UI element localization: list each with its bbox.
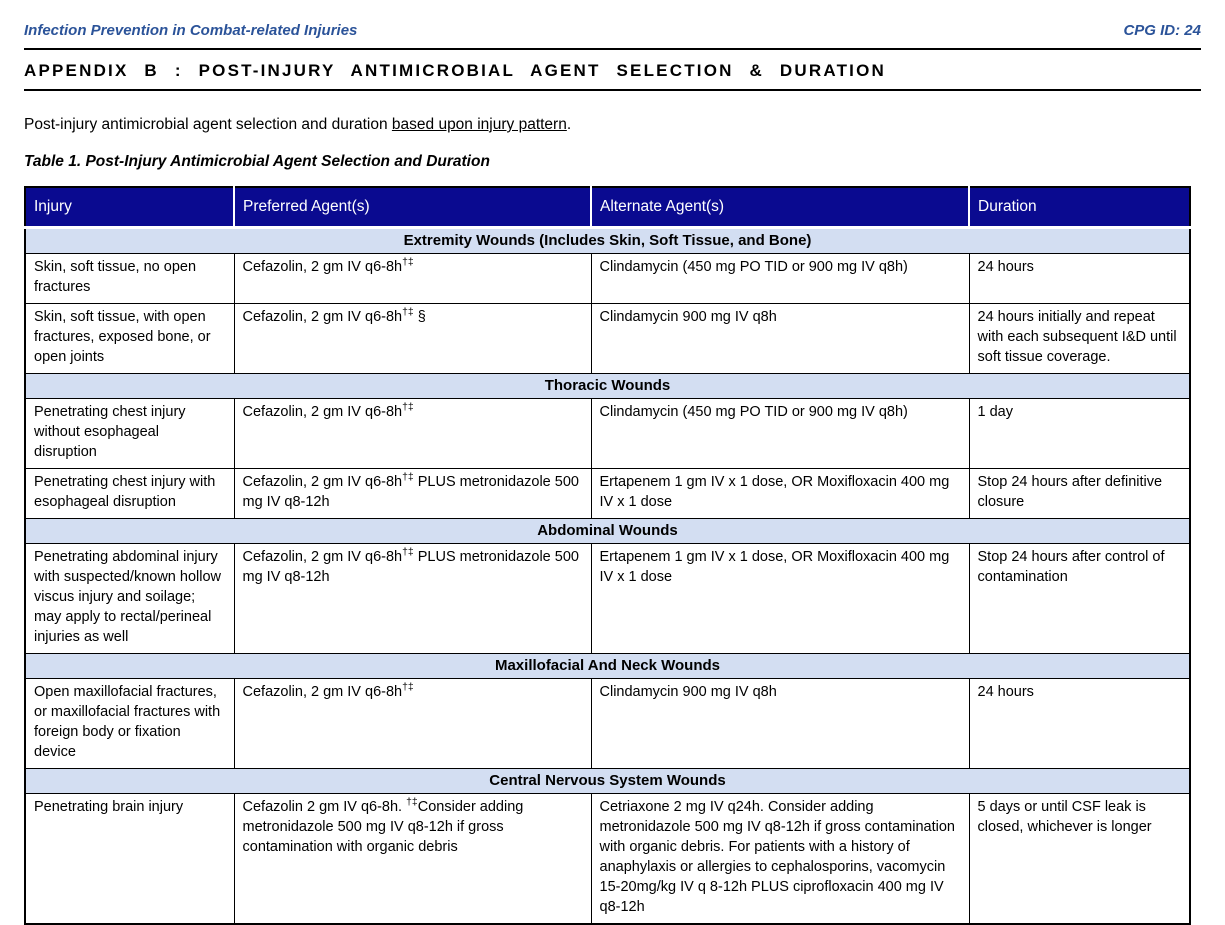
appendix-title: APPENDIX B : POST-INJURY ANTIMICROBIAL A… bbox=[24, 61, 886, 80]
running-title: Infection Prevention in Combat-related I… bbox=[24, 22, 358, 39]
cell-alternate-agents: Ertapenem 1 gm IV x 1 dose, OR Moxifloxa… bbox=[590, 468, 970, 519]
intro-text: Post-injury antimicrobial agent selectio… bbox=[24, 116, 572, 133]
section-title: Abdominal Wounds bbox=[24, 518, 1191, 544]
page-header: Infection Prevention in Combat-related I… bbox=[24, 0, 1201, 39]
cell-alternate-agents: Cetriaxone 2 mg IV q24h. Consider adding… bbox=[590, 793, 970, 925]
cell-duration: Stop 24 hours after definitive closure bbox=[968, 468, 1191, 519]
section-header-row: Central Nervous System Wounds bbox=[24, 768, 1191, 794]
cell-injury: Skin, soft tissue, with open fractures, … bbox=[24, 303, 235, 374]
cell-alternate-agents: Clindamycin (450 mg PO TID or 900 mg IV … bbox=[590, 253, 970, 304]
cell-preferred-agents: Cefazolin, 2 gm IV q6-8h†‡ PLUS metronid… bbox=[233, 543, 592, 654]
column-header-duration: Duration bbox=[968, 186, 1191, 229]
cell-duration: 5 days or until CSF leak is closed, whic… bbox=[968, 793, 1191, 925]
cell-duration: 1 day bbox=[968, 398, 1191, 469]
section-title: Thoracic Wounds bbox=[24, 373, 1191, 399]
cell-preferred-agents: Cefazolin 2 gm IV q6-8h. †‡Consider addi… bbox=[233, 793, 592, 925]
cpg-id: CPG ID: 24 bbox=[1123, 22, 1201, 39]
column-header-injury: Injury bbox=[24, 186, 235, 229]
cell-preferred-agents: Cefazolin, 2 gm IV q6-8h†‡ bbox=[233, 253, 592, 304]
table-header-row: Injury Preferred Agent(s) Alternate Agen… bbox=[24, 186, 1191, 229]
section-title: Maxillofacial And Neck Wounds bbox=[24, 653, 1191, 679]
table-row: Skin, soft tissue, no open fractures Cefa… bbox=[24, 253, 1191, 304]
table-caption: Table 1. Post-Injury Antimicrobial Agent… bbox=[24, 153, 490, 170]
cell-injury: Penetrating chest injury with esophageal… bbox=[24, 468, 235, 519]
cell-injury: Penetrating brain injury bbox=[24, 793, 235, 925]
cell-preferred-agents: Cefazolin, 2 gm IV q6-8h†‡ bbox=[233, 398, 592, 469]
cell-injury: Open maxillofacial fractures, or maxillo… bbox=[24, 678, 235, 769]
column-header-preferred-agents: Preferred Agent(s) bbox=[233, 186, 592, 229]
table-row: Penetrating abdominal injury with suspec… bbox=[24, 543, 1191, 654]
table-row: Penetrating chest injury without esophag… bbox=[24, 398, 1191, 469]
cell-duration: 24 hours bbox=[968, 678, 1191, 769]
title-divider bbox=[24, 89, 1201, 91]
section-title: Extremity Wounds (Includes Skin, Soft Ti… bbox=[24, 227, 1191, 254]
table-row: Open maxillofacial fractures, or maxillo… bbox=[24, 678, 1191, 769]
header-divider bbox=[24, 48, 1201, 50]
cell-duration: Stop 24 hours after control of contamina… bbox=[968, 543, 1191, 654]
cell-preferred-agents: Cefazolin, 2 gm IV q6-8h†‡ bbox=[233, 678, 592, 769]
table-row: Penetrating chest injury with esophageal… bbox=[24, 468, 1191, 519]
cell-preferred-agents: Cefazolin, 2 gm IV q6-8h†‡ PLUS metronid… bbox=[233, 468, 592, 519]
cell-duration: 24 hours bbox=[968, 253, 1191, 304]
table-row: Penetrating brain injury Cefazolin 2 gm I… bbox=[24, 793, 1191, 925]
cell-injury: Penetrating chest injury without esophag… bbox=[24, 398, 235, 469]
section-title: Central Nervous System Wounds bbox=[24, 768, 1191, 794]
section-header-row: Extremity Wounds (Includes Skin, Soft Ti… bbox=[24, 227, 1191, 254]
cell-alternate-agents: Clindamycin 900 mg IV q8h bbox=[590, 678, 970, 769]
cell-alternate-agents: Ertapenem 1 gm IV x 1 dose, OR Moxifloxa… bbox=[590, 543, 970, 654]
cell-alternate-agents: Clindamycin 900 mg IV q8h bbox=[590, 303, 970, 374]
cell-duration: 24 hours initially and repeat with each … bbox=[968, 303, 1191, 374]
column-header-alternate-agents: Alternate Agent(s) bbox=[590, 186, 970, 229]
cell-injury: Skin, soft tissue, no open fractures bbox=[24, 253, 235, 304]
cell-preferred-agents: Cefazolin, 2 gm IV q6-8h†‡ § bbox=[233, 303, 592, 374]
table-row: Skin, soft tissue, with open fractures, … bbox=[24, 303, 1191, 374]
table-body: Extremity Wounds (Includes Skin, Soft Ti… bbox=[24, 227, 1191, 925]
section-header-row: Abdominal Wounds bbox=[24, 518, 1191, 544]
antimicrobial-table: Injury Preferred Agent(s) Alternate Agen… bbox=[24, 186, 1191, 925]
cell-alternate-agents: Clindamycin (450 mg PO TID or 900 mg IV … bbox=[590, 398, 970, 469]
section-header-row: Thoracic Wounds bbox=[24, 373, 1191, 399]
cell-injury: Penetrating abdominal injury with suspec… bbox=[24, 543, 235, 654]
section-header-row: Maxillofacial And Neck Wounds bbox=[24, 653, 1191, 679]
